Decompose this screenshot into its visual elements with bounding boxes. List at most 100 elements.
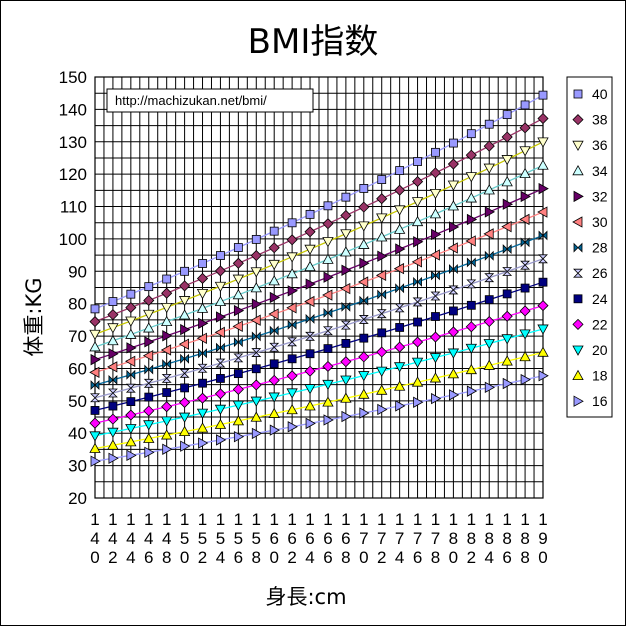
data-point [537,300,549,312]
data-point [448,264,458,274]
data-point [197,363,208,373]
data-point [501,355,513,366]
data-point [377,403,388,416]
data-point [376,366,388,377]
data-point [359,257,370,269]
data-point [286,302,297,314]
data-point [322,379,334,391]
data-point [268,407,280,418]
data-point [519,122,531,134]
data-point [520,260,531,270]
data-point [180,266,190,276]
legend-marker [573,294,583,304]
data-point [125,409,137,421]
data-point [519,213,530,226]
data-point [214,281,227,293]
data-point [520,373,531,386]
legend-item: 26 [573,265,608,281]
data-point [341,410,352,423]
data-point [502,377,513,390]
data-point [214,295,227,307]
data-point [483,228,494,240]
data-point [90,353,101,366]
data-point [465,149,477,161]
data-point [126,342,137,354]
data-point [196,408,209,419]
data-point [232,320,243,333]
data-point [108,348,119,360]
data-point [393,380,406,391]
series-26 [90,254,548,403]
data-point [377,289,387,300]
data-point [483,339,495,350]
y-tick-label: 130 [59,133,87,152]
series-36 [89,137,549,341]
data-point [377,250,388,262]
data-point [216,374,225,383]
data-point [465,192,477,203]
data-point [304,295,315,308]
data-point [501,131,513,143]
data-point [322,218,334,230]
data-point [89,431,101,442]
data-point [232,400,245,411]
source-note-box [106,88,314,113]
data-point [359,184,369,193]
data-point [429,208,442,219]
data-point [251,427,263,440]
data-point [484,381,496,394]
data-point [251,331,261,342]
data-point [251,364,261,374]
data-point [198,259,207,268]
data-point [304,365,316,377]
data-point [359,407,370,419]
legend-item: 34 [572,163,608,179]
data-point [341,264,352,276]
data-point [466,385,478,397]
series-38 [89,112,549,328]
y-tick-label: 40 [68,424,87,443]
data-point [250,282,262,293]
data-point [286,388,298,399]
series-line [94,258,544,399]
data-point [286,234,298,246]
data-point [196,422,209,433]
data-point [216,342,225,353]
data-point [268,275,280,286]
data-point [196,392,209,404]
data-point [178,425,191,437]
data-point [178,296,191,307]
legend-label: 30 [592,214,608,230]
data-point [375,269,387,282]
data-point [179,280,191,292]
data-point [447,180,460,191]
data-point [413,236,424,248]
data-point [304,226,316,238]
y-axis-label: 体重:KG [22,277,46,356]
data-point [233,304,245,317]
data-point [411,357,424,368]
data-point [107,388,118,398]
y-tick-label: 20 [68,489,87,508]
data-point [196,289,209,300]
data-point [304,244,316,256]
data-point [431,312,440,321]
data-point [340,356,352,368]
data-point [501,155,513,166]
data-point [341,339,351,348]
data-point [232,383,244,395]
data-point [429,188,442,200]
legend-label: 36 [592,137,608,153]
data-point [484,273,495,283]
legend-label: 16 [592,393,608,409]
data-point [538,370,549,382]
legend-marker [573,89,583,99]
legend-label: 18 [592,368,608,384]
data-point [162,359,172,370]
